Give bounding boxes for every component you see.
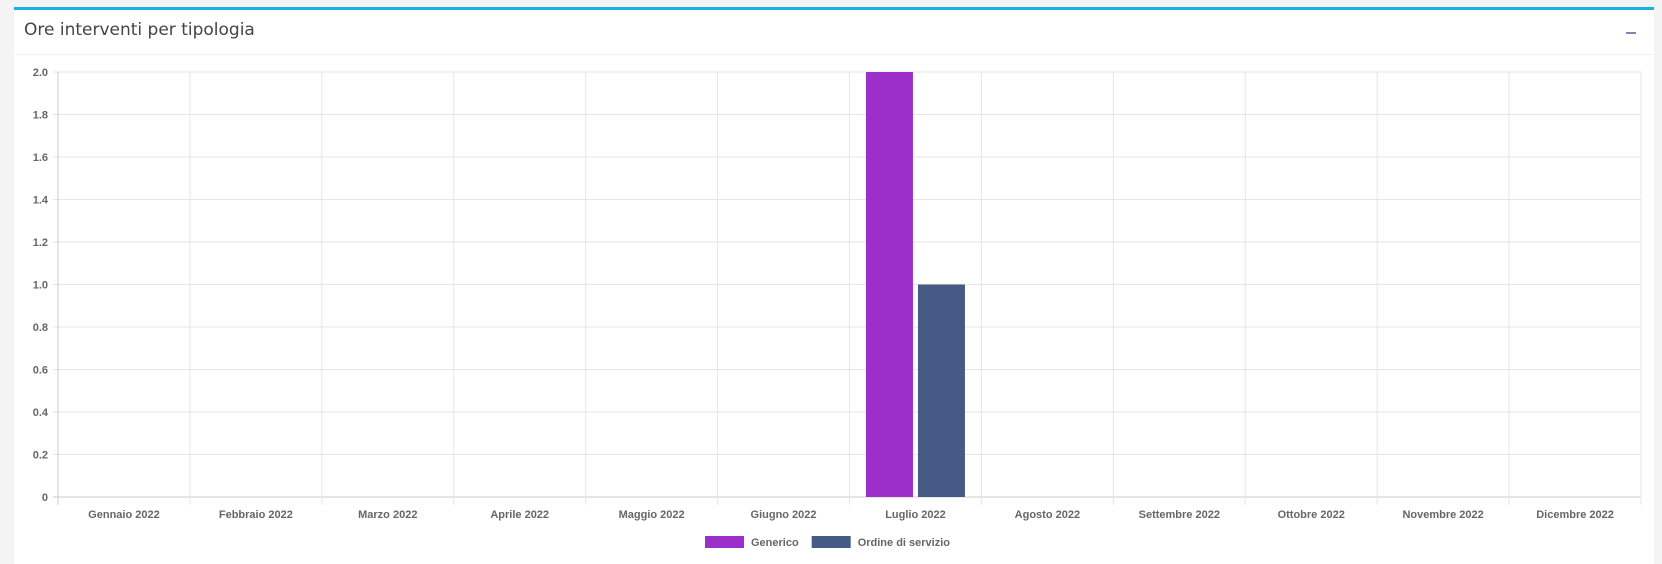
bar-generico [865, 72, 913, 497]
y-tick-label: 1.6 [33, 152, 48, 164]
legend-label: Ordine di servizio [858, 537, 951, 549]
y-tick-label: 1.2 [33, 237, 48, 249]
x-tick-label: Marzo 2022 [358, 509, 417, 521]
x-tick-label: Gennaio 2022 [88, 509, 160, 521]
x-tick-label: Maggio 2022 [619, 509, 685, 521]
x-tick-label: Febbraio 2022 [219, 509, 293, 521]
x-tick-label: Giugno 2022 [751, 509, 817, 521]
y-tick-label: 1.4 [33, 195, 49, 207]
legend-label: Generico [751, 537, 799, 549]
x-tick-label: Agosto 2022 [1015, 509, 1080, 521]
panel-header: Ore interventi per tipologia [14, 10, 1654, 55]
y-tick-label: 1.0 [33, 280, 48, 292]
bar-ordine-di-servizio [917, 284, 965, 497]
legend-swatch [705, 536, 744, 548]
x-tick-label: Luglio 2022 [885, 509, 946, 521]
legend-swatch [811, 536, 851, 548]
y-tick-label: 0.8 [33, 322, 48, 334]
x-tick-label: Novembre 2022 [1402, 509, 1483, 521]
x-tick-label: Ottobre 2022 [1278, 509, 1345, 521]
x-tick-label: Aprile 2022 [490, 509, 549, 521]
y-tick-label: 1.8 [33, 110, 48, 122]
x-tick-label: Settembre 2022 [1139, 509, 1220, 521]
y-tick-label: 0.4 [33, 407, 49, 419]
y-tick-label: 0 [42, 492, 48, 504]
y-tick-label: 0.6 [33, 365, 48, 377]
x-tick-label: Dicembre 2022 [1536, 509, 1614, 521]
y-tick-label: 2.0 [33, 67, 48, 79]
chart-panel: Ore interventi per tipologia [14, 7, 1654, 564]
minus-icon[interactable] [1622, 22, 1640, 40]
panel-title: Ore interventi per tipologia [24, 20, 255, 40]
y-tick-label: 0.2 [33, 450, 48, 462]
